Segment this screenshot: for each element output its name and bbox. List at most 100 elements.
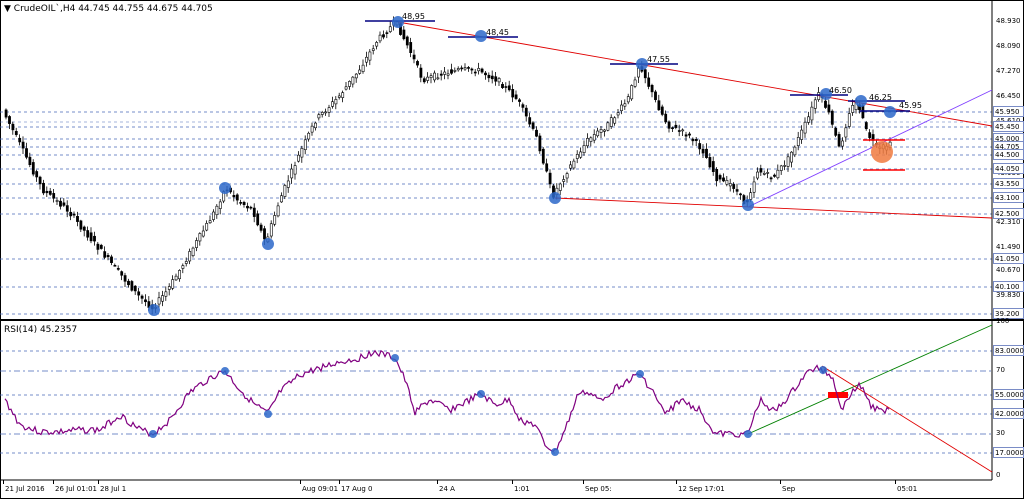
- candle-body: [647, 77, 651, 87]
- symbol-dropdown-icon[interactable]: ▼: [4, 4, 11, 14]
- rsi-axis-label: 30: [996, 429, 1005, 437]
- candle-body: [521, 104, 525, 108]
- candle-body: [93, 235, 96, 242]
- candle-body: [96, 243, 100, 250]
- candle-body: [412, 54, 416, 60]
- candle-body: [803, 121, 807, 134]
- pivot-marker: [549, 192, 561, 204]
- candle-body: [443, 71, 447, 75]
- rsi-downtrend-line[interactable]: [821, 365, 993, 473]
- candle-body: [99, 244, 103, 249]
- price-axis-label: 42.310: [996, 218, 1021, 226]
- candle-body: [773, 174, 776, 177]
- time-axis-tick: [98, 480, 99, 484]
- candle-body: [426, 76, 430, 81]
- candle-body: [599, 129, 603, 133]
- candle-body: [514, 94, 518, 99]
- candle-body: [864, 122, 868, 130]
- candle-body: [21, 141, 25, 149]
- time-axis-label: Aug 09:01: [302, 485, 339, 493]
- candle-body: [759, 168, 763, 173]
- time-axis-tick: [437, 480, 438, 484]
- candle-body: [834, 127, 838, 136]
- candle-body: [416, 61, 419, 66]
- candle-body: [341, 92, 345, 98]
- pivot-marker: [855, 95, 867, 107]
- candle-body: [637, 67, 640, 78]
- candle-body: [371, 48, 375, 51]
- candle-body: [796, 137, 800, 146]
- price-level-badge: 40.100: [993, 281, 1024, 292]
- candle-body: [531, 122, 535, 129]
- candle-body: [137, 291, 141, 296]
- price-level-badge: 43.550: [993, 178, 1024, 189]
- price-annotation: 47,55: [647, 55, 670, 64]
- lower-channel-line[interactable]: [554, 197, 993, 219]
- time-axis-tick: [3, 480, 4, 484]
- candle-body: [48, 190, 52, 195]
- time-axis-label: 24 A: [439, 485, 455, 493]
- candle-body: [133, 285, 137, 292]
- rsi-pivot-marker: [149, 430, 157, 438]
- rsi-pivot-marker: [744, 430, 752, 438]
- candle-body: [378, 34, 382, 42]
- candle-body: [694, 138, 698, 142]
- candle-body: [419, 67, 423, 78]
- pivot-marker: [392, 16, 404, 28]
- rsi-header: RSI(14) 45.2357: [4, 325, 78, 335]
- candle-body: [467, 67, 470, 69]
- rsi-uptrend-line[interactable]: [747, 324, 993, 435]
- candle-body: [793, 146, 797, 156]
- candle-body: [446, 73, 450, 76]
- candle-body: [477, 68, 481, 72]
- candle-body: [810, 106, 814, 121]
- candle-body: [762, 173, 766, 175]
- candle-body: [596, 130, 600, 137]
- price-level-badge: 45.450: [993, 121, 1024, 132]
- candle-body: [8, 116, 11, 124]
- candle-body: [212, 211, 215, 220]
- time-axis-tick: [780, 480, 781, 484]
- candle-body: [790, 151, 793, 163]
- candle-body: [256, 213, 260, 226]
- candle-body: [215, 205, 219, 216]
- candle-body: [830, 110, 834, 125]
- time-axis-label: Sep 05:: [585, 485, 612, 493]
- candle-body: [269, 223, 273, 237]
- candle-body: [28, 156, 32, 166]
- candle-body: [861, 105, 865, 119]
- candle-body: [31, 162, 35, 175]
- candle-body: [456, 68, 460, 71]
- candle-body: [847, 113, 851, 127]
- candle-body: [164, 291, 168, 297]
- candle-body: [732, 184, 736, 189]
- candle-body: [303, 139, 307, 151]
- candle-body: [528, 117, 532, 125]
- rsi-drawings[interactable]: [747, 324, 993, 473]
- candle-body: [110, 256, 113, 263]
- candle-body: [140, 295, 144, 299]
- support-trendline[interactable]: [747, 89, 993, 208]
- candle-body: [191, 247, 195, 256]
- candle-body: [630, 85, 634, 100]
- candle-body: [633, 79, 637, 87]
- time-axis-tick: [676, 480, 677, 484]
- candle-body: [575, 154, 579, 159]
- candle-body: [484, 72, 487, 76]
- candle-body: [249, 206, 253, 209]
- trendline-drawings[interactable]: [365, 20, 993, 219]
- candle-body: [273, 215, 277, 225]
- pivot-marker: [884, 106, 896, 118]
- price-annotation: 46.25: [869, 93, 892, 102]
- candle-body: [337, 95, 341, 98]
- candle-body: [807, 116, 810, 123]
- price-annotation: 45.95: [899, 101, 922, 110]
- candle-body: [538, 135, 542, 152]
- candle-body: [181, 265, 185, 269]
- candle-body: [259, 224, 263, 231]
- candle-body: [657, 100, 661, 111]
- candle-body: [89, 232, 93, 242]
- candle-body: [235, 194, 239, 201]
- candle-body: [280, 195, 283, 203]
